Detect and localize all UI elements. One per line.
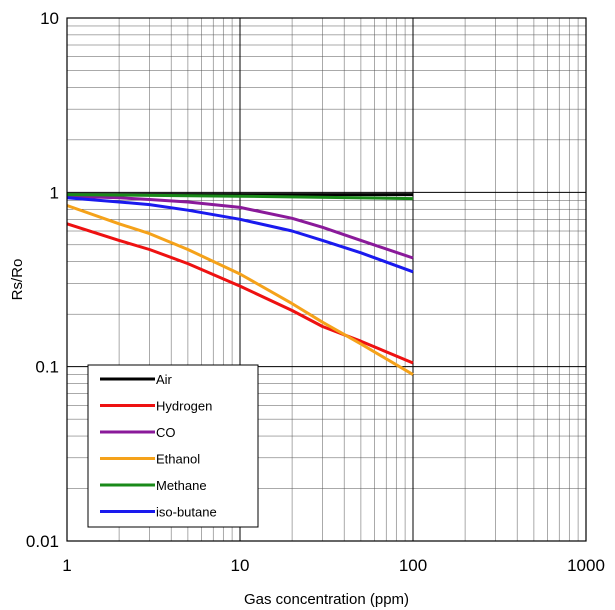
x-tick-label: 100: [399, 556, 427, 575]
series-group: [66, 193, 414, 376]
legend-label-methane: Methane: [156, 478, 207, 493]
legend-items: Air Hydrogen CO Ethanol Methane iso-butane: [100, 372, 217, 520]
y-tick-label: 1: [50, 183, 59, 202]
grid-major: [67, 18, 586, 541]
legend: Air Hydrogen CO Ethanol Methane iso-butane: [87, 364, 259, 528]
grid-minor: [67, 18, 586, 541]
legend-box: [87, 364, 259, 528]
x-axis-title: Gas concentration (ppm): [244, 591, 409, 608]
x-tick-label: 1: [62, 556, 71, 575]
legend-label-air: Air: [156, 372, 173, 387]
legend-label-ethanol: Ethanol: [156, 452, 200, 467]
plot-frame: [66, 17, 587, 542]
y-tick-label: 0.1: [35, 358, 59, 377]
tick-labels: 1 10 100 1000 0.01 0.1 1 10: [26, 9, 605, 575]
x-tick-label: 1000: [567, 556, 605, 575]
y-axis-title: Rs/Ro: [9, 259, 26, 301]
legend-label-co: CO: [156, 425, 176, 440]
y-tick-label: 0.01: [26, 532, 59, 551]
legend-label-hydrogen: Hydrogen: [156, 399, 212, 414]
series-line-iso-butane: [66, 196, 414, 274]
y-tick-label: 10: [40, 9, 59, 28]
x-tick-label: 10: [231, 556, 250, 575]
series-line-ethanol: [66, 204, 414, 376]
legend-label-iso-butane: iso-butane: [156, 505, 217, 520]
series-line-co: [66, 194, 414, 260]
series-line-methane: [66, 193, 414, 201]
